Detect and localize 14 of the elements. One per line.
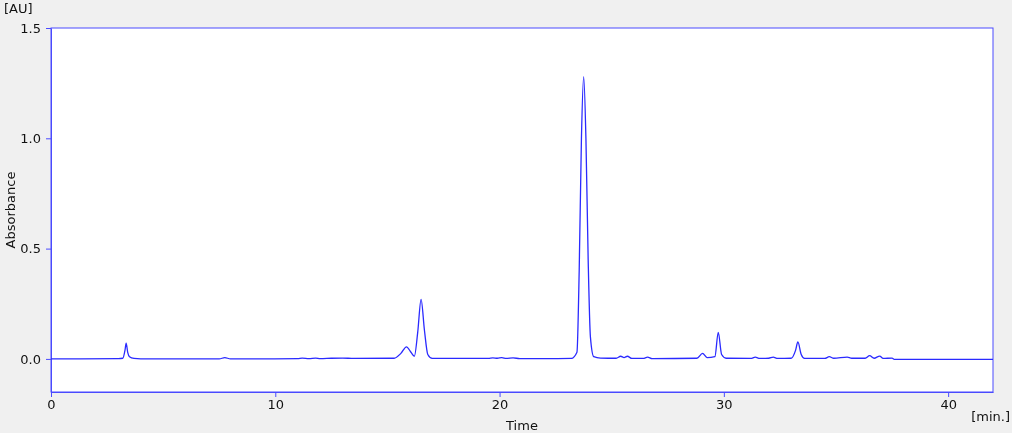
x-axis-title: Time (505, 418, 538, 433)
y-tick-label: 0.0 (20, 351, 41, 367)
y-tick-label: 0.5 (20, 241, 41, 257)
line-series (50, 75, 994, 360)
text: [min.] (971, 409, 1010, 424)
x-tick-label: 20 (491, 397, 509, 413)
y-tick-label: 1.5 (20, 20, 41, 36)
x-tick-label: 0 (47, 397, 56, 413)
x-tick-label: 40 (940, 397, 957, 413)
x-tick-label: 10 (267, 397, 285, 413)
text: [AU] (4, 1, 33, 16)
y-axis-title: Absorbance (3, 171, 18, 249)
x-tick-label: 30 (716, 397, 733, 413)
y-tick-label: 1.0 (20, 130, 41, 146)
